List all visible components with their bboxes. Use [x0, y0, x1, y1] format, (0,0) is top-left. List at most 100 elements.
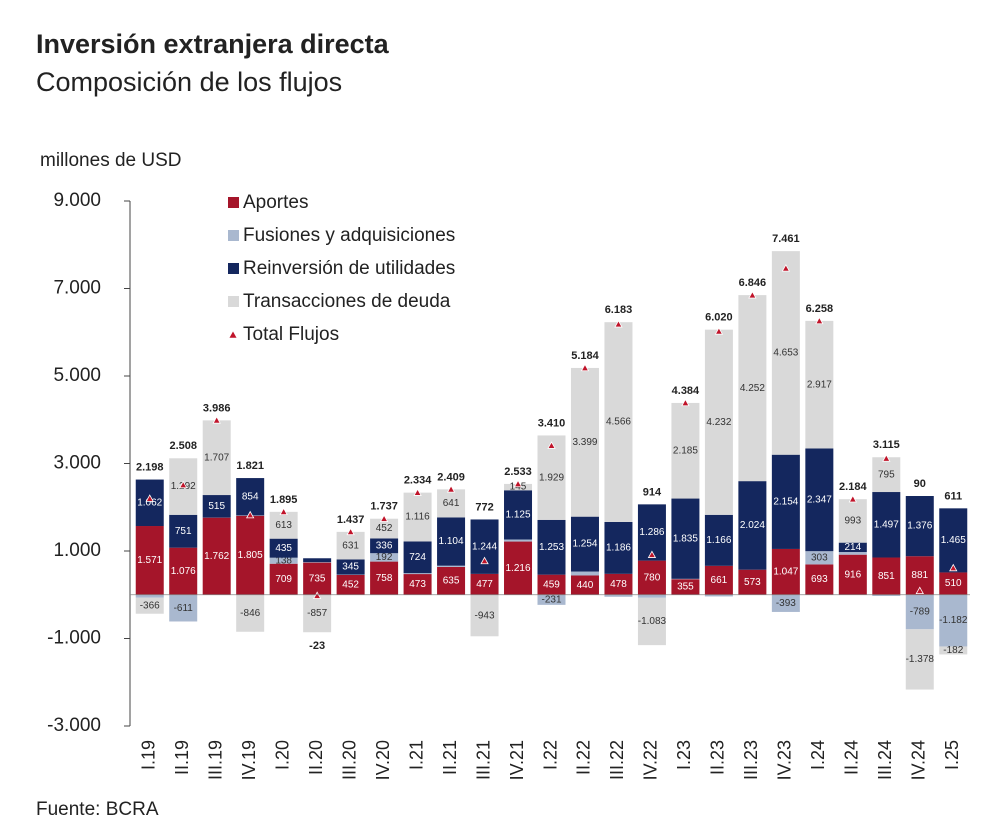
legend-label: Transacciones de deuda [243, 291, 451, 312]
bar-segment [437, 565, 466, 567]
data-label: 751 [175, 526, 192, 537]
bar-segment [704, 514, 733, 566]
total-marker [413, 488, 422, 496]
x-tick-label: IV.23 [775, 740, 795, 780]
y-tick-label: 7.000 [53, 278, 101, 299]
data-label: 192 [376, 552, 393, 563]
x-tick-label: III.23 [741, 740, 761, 780]
legend-swatch [228, 230, 239, 241]
bar-segment [537, 594, 566, 605]
total-marker [446, 485, 456, 493]
y-tick-label: -1.000 [47, 628, 101, 649]
total-marker [614, 319, 623, 328]
bar-segment [370, 538, 399, 554]
data-label: 4.252 [740, 383, 765, 394]
y-tick-label: 1.000 [53, 540, 101, 561]
data-label: 214 [844, 542, 861, 553]
data-label: 1.253 [539, 542, 564, 553]
bar-segment [135, 594, 164, 598]
data-label: 641 [443, 498, 460, 509]
data-label: -231 [541, 594, 561, 605]
total-label: 2.508 [169, 440, 197, 452]
total-marker [848, 494, 857, 503]
x-tick-label: I.24 [808, 740, 828, 770]
data-label: 4.653 [773, 348, 798, 359]
total-marker [714, 327, 724, 335]
data-label: 452 [376, 523, 393, 534]
data-label: 635 [443, 576, 460, 587]
x-tick-label: I.25 [942, 740, 962, 770]
bar-segment [805, 551, 834, 565]
total-marker [547, 441, 556, 449]
bar-segment [671, 402, 700, 499]
legend-label: Total Flujos [243, 324, 339, 345]
data-label: 851 [878, 571, 895, 582]
total-marker [647, 550, 657, 558]
data-label: 145 [510, 482, 527, 493]
data-label: 613 [275, 520, 292, 531]
data-label: 1.707 [204, 452, 229, 463]
data-label: 2.347 [807, 494, 832, 505]
data-label: 1.497 [874, 519, 899, 530]
bar-segment [202, 517, 231, 595]
bar-segment [370, 561, 399, 595]
bar-segment [236, 594, 265, 632]
data-label: -1.182 [939, 615, 968, 626]
data-label: 1.376 [907, 521, 932, 532]
data-label: 709 [275, 574, 292, 585]
total-label: 1.821 [236, 460, 264, 472]
bar-segment [905, 594, 934, 630]
bar-segment [771, 251, 800, 455]
data-label: 1.186 [606, 543, 631, 554]
bar-segment [939, 508, 968, 573]
legend-marker [229, 331, 237, 338]
total-marker [212, 416, 221, 424]
bar-segment [504, 539, 533, 542]
legend-swatch [228, 296, 239, 307]
total-label: 611 [944, 490, 962, 502]
bar-segment [437, 489, 466, 518]
data-label: 440 [577, 580, 594, 591]
x-tick-label: I.20 [272, 740, 292, 770]
bar-segment [135, 479, 164, 527]
total-label: 1.895 [270, 494, 298, 506]
x-tick-label: I.21 [406, 740, 426, 770]
data-label: 2.185 [673, 445, 698, 456]
bar-segment [939, 646, 968, 655]
total-marker [513, 479, 523, 488]
bar-segment [604, 573, 633, 595]
data-label: -393 [776, 598, 796, 609]
data-label: 1.805 [238, 550, 263, 561]
total-marker [179, 480, 188, 489]
bar-segment [570, 367, 599, 517]
bar-segment [403, 541, 432, 574]
data-label: 1.571 [137, 555, 162, 566]
bar-segment [169, 514, 198, 548]
total-label: 6.183 [605, 304, 633, 316]
data-label: 1.076 [171, 566, 196, 577]
bar-segment [437, 517, 466, 566]
bar-segment [604, 521, 633, 574]
data-label: 2.024 [740, 520, 765, 531]
bar-segment [838, 499, 867, 543]
data-label: 573 [744, 577, 761, 588]
x-tick-label: IV.21 [507, 740, 527, 780]
x-tick-label: III.22 [607, 740, 627, 780]
bar-segment [939, 594, 968, 647]
data-label: 1.244 [472, 541, 497, 552]
y-tick-label: 3.000 [53, 453, 101, 474]
data-label: 1.835 [673, 533, 698, 544]
bar-segment [236, 478, 265, 516]
data-label: 758 [376, 573, 393, 584]
legend-swatch [228, 263, 239, 274]
bar-segment [905, 629, 934, 690]
bar-segment [570, 516, 599, 572]
data-label: -366 [140, 600, 160, 611]
data-label: 4.232 [706, 417, 731, 428]
x-tick-label: III.21 [473, 740, 493, 780]
bar-segment [570, 575, 599, 595]
data-label: 1.216 [506, 563, 531, 574]
bar-segment [336, 574, 365, 595]
bar-segment [872, 492, 901, 558]
